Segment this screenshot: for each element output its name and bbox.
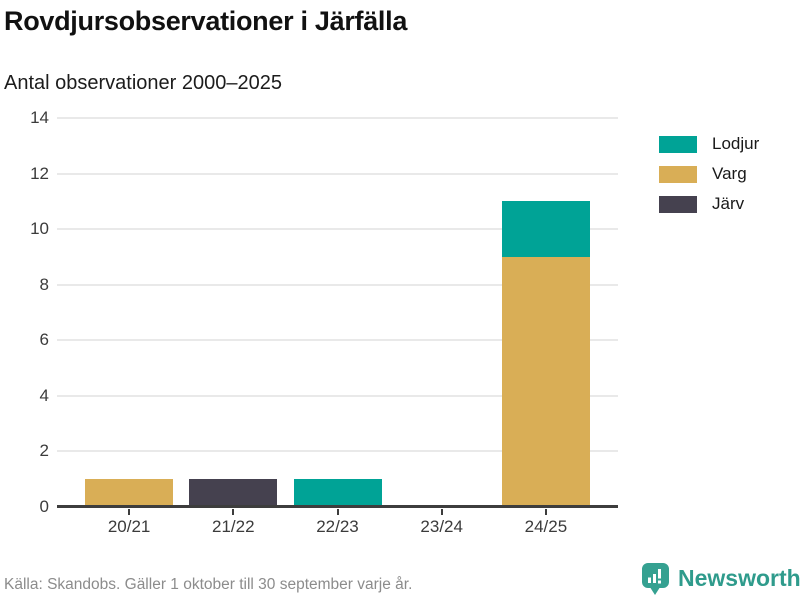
x-axis-tick-label: 24/25: [524, 517, 568, 536]
y-axis-tick-label: 10: [30, 219, 49, 239]
legend: Lodjur Varg Järv: [659, 134, 759, 214]
legend-item-järv: Järv: [659, 194, 759, 214]
source-note: Källa: Skandobs. Gäller 1 oktober till 3…: [4, 576, 413, 593]
x-axis-tick: [336, 509, 339, 515]
chart-title: Rovdjursobservationer i Järfälla: [4, 6, 408, 36]
newsworthy-logo: Newsworthy: [641, 563, 800, 602]
x-axis-tick-label: 21/22: [212, 517, 255, 536]
gridline-y2: [57, 450, 618, 453]
bar-segment-varg-20-21: [85, 479, 174, 507]
x-axis-tick: [128, 509, 131, 515]
chart-subtitle: Antal observationer 2000–2025: [4, 72, 282, 94]
y-axis-tick-label: 6: [39, 330, 49, 350]
y-axis-tick-label: 0: [39, 497, 49, 516]
x-axis-tick-label: 22/23: [316, 517, 359, 536]
legend-swatch-järv: [659, 195, 697, 213]
bar-segment-lodjur-22-23: [293, 479, 382, 507]
gridline-y6: [57, 339, 618, 342]
legend-label-varg: Varg: [712, 164, 747, 183]
gridline-y10: [57, 228, 618, 231]
plot-area: 0 2 4 6 8 10 12 14 20/21 21/22 22/23 23/24 24/25: [30, 108, 618, 536]
legend-item-varg: Varg: [659, 164, 759, 184]
legend-swatch-varg: [659, 165, 697, 183]
legend-label-lodjur: Lodjur: [712, 134, 760, 153]
legend-swatch-lodjur: [659, 135, 697, 153]
gridline-y4: [57, 394, 618, 397]
y-axis-tick-label: 2: [39, 441, 49, 461]
gridline-y8: [57, 283, 618, 286]
x-axis-line: [57, 505, 618, 508]
y-axis-tick-label: 4: [39, 385, 49, 405]
legend-item-lodjur: Lodjur: [659, 134, 759, 154]
x-axis-tick-label: 20/21: [107, 517, 151, 536]
bar-segment-lodjur-24-25: [501, 201, 590, 257]
newsworthy-icon: [641, 563, 669, 602]
x-axis-tick-label: 23/24: [420, 517, 463, 536]
x-axis-tick: [232, 509, 235, 515]
x-axis-tick: [440, 509, 443, 515]
newsworthy-wordmark: Newsworthy: [678, 565, 800, 591]
bar-segment-varg-24-25: [501, 256, 590, 507]
y-axis-tick-label: 8: [39, 274, 49, 294]
legend-label-järv: Järv: [712, 194, 745, 213]
y-axis-tick-label: 12: [30, 163, 49, 183]
bar-segment-järv-21-22: [189, 479, 278, 507]
x-axis-tick: [544, 509, 547, 515]
gridline-y14: [57, 117, 618, 119]
y-axis-tick-label: 14: [30, 108, 49, 127]
gridline-y12: [57, 172, 618, 175]
